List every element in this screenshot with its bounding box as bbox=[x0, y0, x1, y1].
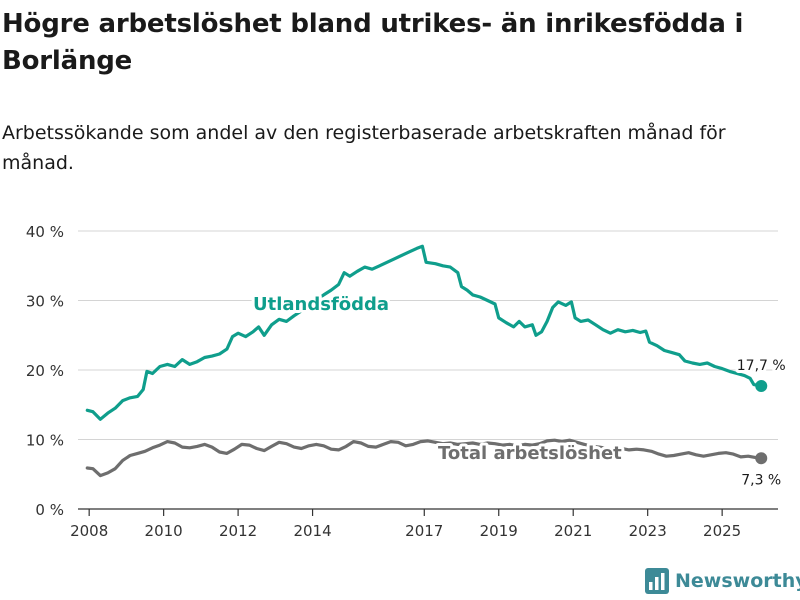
x-tick-label: 2010 bbox=[145, 522, 183, 540]
x-tick-label: 2019 bbox=[480, 522, 518, 540]
end-point-utlandsfodda bbox=[755, 379, 768, 392]
end-label-utlandsfodda-halo: 17,7 % bbox=[737, 358, 786, 374]
x-tick-label: 2021 bbox=[554, 522, 592, 540]
y-tick-label: 30 % bbox=[26, 293, 64, 311]
x-tick-label: 2017 bbox=[405, 522, 443, 540]
chart-subtitle: Arbetssökande som andel av den registerb… bbox=[2, 122, 726, 174]
y-tick-label: 20 % bbox=[26, 362, 64, 380]
x-tick-label: 2008 bbox=[70, 522, 108, 540]
series-label-utlandsfodda-halo: Utlandsfödda bbox=[253, 294, 389, 315]
end-point-total bbox=[755, 452, 768, 465]
series-label-total-halo: Total arbetslöshet bbox=[438, 443, 622, 464]
x-tick-label: 2025 bbox=[703, 522, 741, 540]
x-tick-label: 2023 bbox=[629, 522, 667, 540]
bar-chart-icon bbox=[645, 568, 669, 594]
axes: 0 % 10 % 20 % 30 % 40 % 2008 2010 2012 2014 2017 2… bbox=[26, 223, 778, 540]
end-label-total-halo: 7,3 % bbox=[741, 472, 781, 488]
series-lines bbox=[85, 244, 768, 478]
series-line-total bbox=[85, 438, 763, 478]
x-tick-label: 2014 bbox=[293, 522, 331, 540]
x-tick-label: 2012 bbox=[219, 522, 257, 540]
end-label-total: 7,3 % bbox=[741, 472, 781, 488]
y-tick-label: 10 % bbox=[26, 432, 64, 450]
series-label-total: Total arbetslöshet bbox=[438, 443, 622, 464]
series-label-utlandsfodda: Utlandsfödda bbox=[253, 294, 389, 315]
y-tick-label: 0 % bbox=[35, 501, 64, 519]
brand-name: Newsworthy bbox=[675, 570, 800, 592]
chart-title: Högre arbetslöshet bland utrikes- än inr… bbox=[2, 9, 744, 76]
series-line-utlandsfodda bbox=[85, 244, 763, 421]
newsworthy-logo: Newsworthy bbox=[645, 568, 800, 594]
end-label-utlandsfodda: 17,7 % bbox=[737, 358, 786, 374]
y-tick-label: 40 % bbox=[26, 223, 64, 241]
